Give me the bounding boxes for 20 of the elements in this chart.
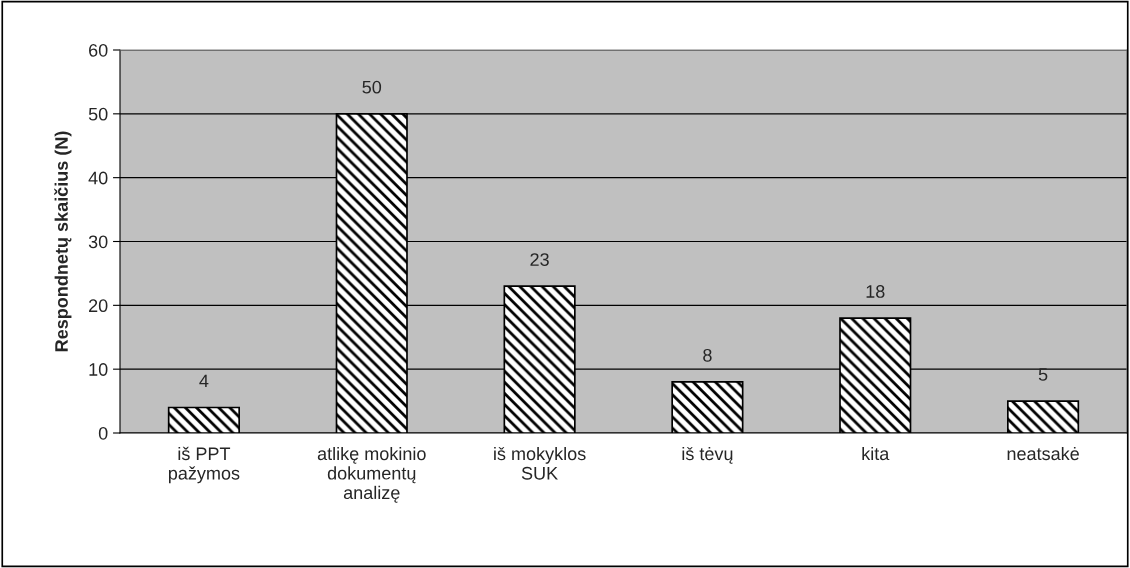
data-label: 4 xyxy=(199,374,209,388)
x-tick-label: atlikę mokinio dokumentų analizę xyxy=(317,446,426,503)
y-tick-label: 20 xyxy=(89,299,108,313)
x-tick-label: kita xyxy=(862,446,890,461)
x-tick-label: iš tėvų xyxy=(682,446,733,464)
y-axis-title: Respondnetų skaičius (N) xyxy=(54,131,72,352)
y-tick-label: 50 xyxy=(88,107,108,121)
data-label: 23 xyxy=(530,253,549,266)
data-label: 18 xyxy=(866,285,885,298)
data-label: 50 xyxy=(362,80,382,94)
data-label: 8 xyxy=(703,348,712,362)
data-label: 5 xyxy=(1038,368,1048,381)
x-tick-label: neatsakė xyxy=(1007,446,1079,461)
y-tick-label: 30 xyxy=(88,235,108,249)
y-tick-label: 40 xyxy=(88,171,108,185)
y-tick-label: 0 xyxy=(98,426,108,440)
y-tick-label: 60 xyxy=(89,43,108,57)
y-tick-label: 10 xyxy=(89,363,108,376)
x-tick-label: iš PPT pažymos xyxy=(168,446,240,484)
x-tick-label: iš mokyklos SUK xyxy=(494,446,586,480)
